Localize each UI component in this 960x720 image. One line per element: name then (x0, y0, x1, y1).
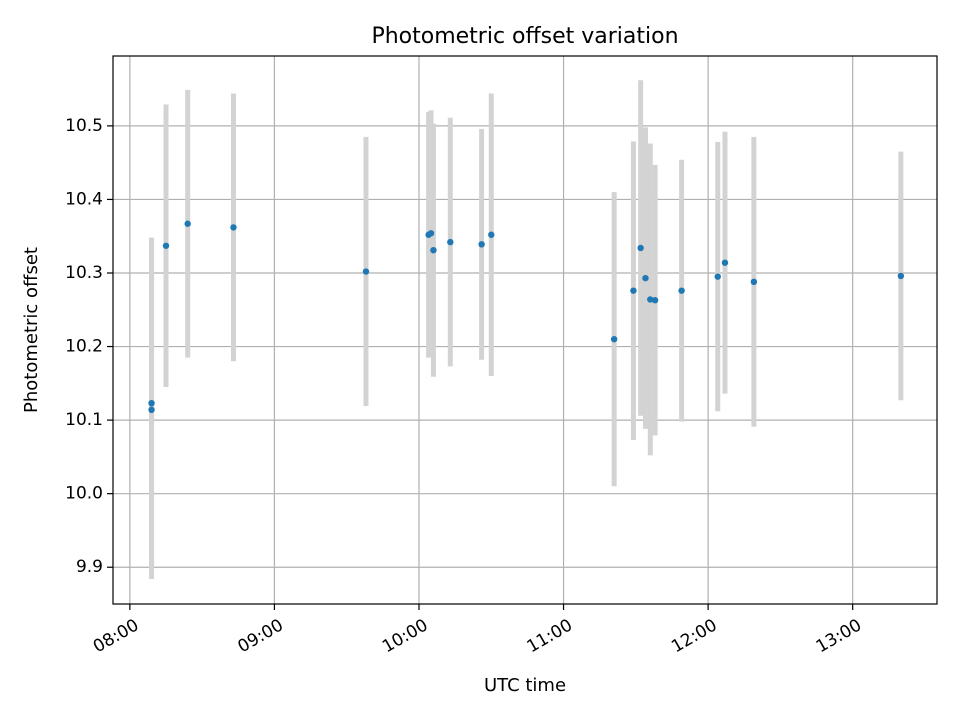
data-point (651, 297, 659, 304)
plot-frame (112, 55, 938, 605)
errorbar-layer (149, 80, 904, 579)
data-point (637, 244, 644, 252)
y-tick-label: 10.3 (65, 263, 103, 283)
data-point (610, 335, 618, 343)
data-point (750, 278, 758, 286)
data-point (184, 220, 191, 227)
data-point (630, 287, 637, 294)
data-point (721, 259, 729, 266)
y-axis-label: Photometric offset (21, 247, 42, 413)
y-tick-label: 10.5 (65, 116, 103, 136)
y-tick-label: 9.9 (76, 557, 103, 577)
x-tick-label: 13:00 (813, 615, 865, 657)
y-tick-label: 10.4 (65, 189, 103, 209)
data-point (678, 287, 685, 294)
y-tick-label: 10.2 (65, 337, 103, 357)
data-point (647, 296, 654, 303)
x-tick-label: 08:00 (90, 615, 142, 657)
chart-title: Photometric offset variation (371, 24, 678, 49)
data-point (230, 224, 237, 231)
data-point (148, 406, 155, 414)
x-axis-label: UTC time (484, 675, 566, 696)
data-point (642, 274, 649, 282)
point-layer (148, 220, 905, 414)
y-tick-label: 10.0 (65, 484, 103, 504)
x-tick-label: 10:00 (379, 615, 431, 657)
data-point (148, 399, 155, 407)
x-tick-label: 12:00 (668, 615, 720, 657)
data-point (427, 230, 435, 237)
data-point (362, 268, 370, 275)
data-point (430, 246, 437, 254)
data-point (897, 272, 905, 280)
x-tick-label: 11:00 (524, 615, 576, 657)
data-point (447, 238, 454, 246)
tick-layer: 08:00 09:00 10:00 11:00 12:00 13:00 9.9 10.0 10.… (65, 116, 865, 657)
data-point (478, 241, 485, 248)
data-point (162, 242, 170, 249)
grid-layer (113, 56, 937, 604)
data-point (488, 231, 495, 238)
y-tick-label: 10.1 (65, 410, 103, 430)
data-point (714, 273, 721, 280)
x-tick-label: 09:00 (234, 615, 286, 657)
